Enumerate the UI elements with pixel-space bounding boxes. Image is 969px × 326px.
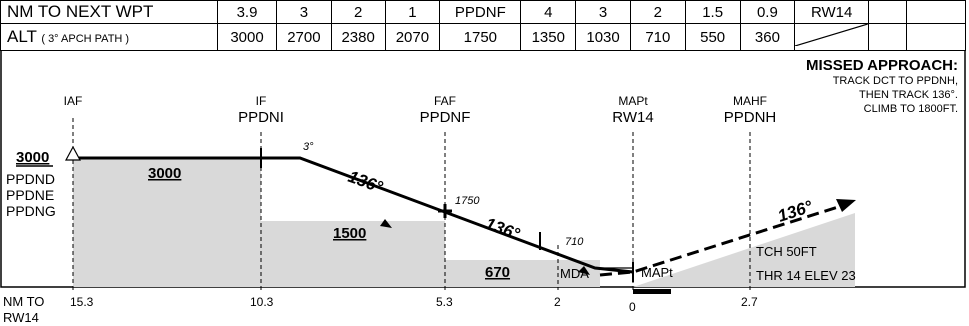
distance-cell: PPDNF xyxy=(439,0,522,24)
msa-area-1500 xyxy=(261,221,445,287)
altitude-cell: 360 xyxy=(739,23,796,51)
nm-tick-label: 2.7 xyxy=(741,295,758,309)
distance-row: NM TO NEXT WPT 3.9 3 2 1 PPDNF 4 3 2 1.5… xyxy=(0,0,967,24)
missed-approach-line: TRACK DCT TO PPDNH, xyxy=(833,75,958,87)
nm-tick-label: 0 xyxy=(629,300,636,314)
missed-approach-path xyxy=(599,205,839,277)
distance-cell: 2 xyxy=(629,0,686,24)
faf-name-label: PPDNF xyxy=(420,109,471,126)
altitude-label: ALT xyxy=(7,27,37,46)
distance-cell: 3.9 xyxy=(217,0,277,24)
nm-tick-label: 5.3 xyxy=(436,295,453,309)
track-label: 136° xyxy=(346,167,386,197)
msa-area-3000 xyxy=(73,158,261,287)
missed-approach-title: MISSED APPROACH: xyxy=(806,57,958,74)
distance-altitude-table: NM TO NEXT WPT 3.9 3 2 1 PPDNF 4 3 2 1.5… xyxy=(0,0,967,51)
distance-cell: 1.5 xyxy=(684,0,741,24)
altitude-cell: 1750 xyxy=(439,23,522,51)
distance-cell: 2 xyxy=(330,0,386,24)
approach-path xyxy=(79,156,634,274)
distance-cell: RW14 xyxy=(794,0,870,24)
nm-tick-label: 2 xyxy=(554,295,561,309)
iaf-fix-name: PPDNG xyxy=(6,203,56,219)
altitude-cell xyxy=(905,23,967,51)
segment-altitude: 1500 xyxy=(333,225,366,242)
mahf-name-label: PPDNH xyxy=(724,109,777,126)
distance-cell: 0.9 xyxy=(739,0,796,24)
distance-cell: 3 xyxy=(575,0,631,24)
threshold-elevation-label: THR 14 ELEV 23 xyxy=(756,268,856,283)
tch-label: TCH 50FT xyxy=(756,244,817,259)
track-label: 136° xyxy=(483,214,523,244)
missed-approach-line: CLIMB TO 1800FT. xyxy=(864,103,958,115)
altitude-cell: 1350 xyxy=(520,23,577,51)
nm-tick-label: 15.3 xyxy=(70,295,94,309)
missed-climb-area xyxy=(633,213,855,287)
faf-role-label: FAF xyxy=(434,94,456,108)
altitude-cell: 2070 xyxy=(384,23,441,51)
faf-altitude-label: 1750 xyxy=(455,195,480,207)
missed-approach-line: THEN TRACK 136°. xyxy=(859,89,958,101)
descent-arrow xyxy=(380,219,392,228)
glide-angle-label: 3° xyxy=(303,141,314,153)
if-name-label: PPDNI xyxy=(238,109,284,126)
diagonal-slash xyxy=(795,24,868,47)
approach-profile: IAF IF PPDNI FAF PPDNF MAPt RW14 MAHF PP… xyxy=(0,50,966,325)
distance-row-label: NM TO NEXT WPT xyxy=(0,0,219,24)
stepdown-altitude-label: 710 xyxy=(565,236,584,248)
distance-cell: 3 xyxy=(276,0,332,24)
distance-cell xyxy=(905,0,967,24)
no-altitude-cell xyxy=(794,23,870,51)
msa-area-670 xyxy=(445,260,600,287)
altitude-cell: 1030 xyxy=(575,23,631,51)
mapt-bar xyxy=(633,289,671,294)
altitude-sublabel: ( 3° APCH PATH ) xyxy=(41,33,130,45)
altitude-row-label: ALT ( 3° APCH PATH ) xyxy=(0,23,219,51)
altitude-cell: 2380 xyxy=(330,23,386,51)
altitude-cell: 3000 xyxy=(217,23,277,51)
iaf-role-label: IAF xyxy=(64,94,83,108)
faf-cross-icon xyxy=(438,204,452,218)
mapt-name-label: RW14 xyxy=(612,109,653,126)
iaf-altitude: 3000 xyxy=(16,149,49,166)
mahf-role-label: MAHF xyxy=(733,94,767,108)
altitude-cell: 710 xyxy=(629,23,686,51)
segment-altitude: 3000 xyxy=(148,165,181,182)
distance-cell xyxy=(868,0,907,24)
iaf-triangle-icon xyxy=(64,145,82,161)
missed-arrow xyxy=(836,199,856,212)
iaf-fix-name: PPDND xyxy=(6,171,55,187)
mapt-profile-label: MAPt xyxy=(641,265,673,280)
descent-arrow xyxy=(578,266,590,275)
mapt-role-label: MAPt xyxy=(618,94,648,108)
altitude-row: ALT ( 3° APCH PATH ) 3000 2700 2380 2070… xyxy=(0,23,967,51)
altitude-cell: 2700 xyxy=(276,23,332,51)
nm-axis-label: RW14 xyxy=(3,310,39,325)
segment-altitude: 670 xyxy=(485,264,510,281)
mda-label: MDA xyxy=(560,266,589,281)
nm-axis-label: NM TO xyxy=(3,294,44,309)
if-role-label: IF xyxy=(256,94,267,108)
altitude-cell xyxy=(868,23,907,51)
distance-cell: 1 xyxy=(384,0,441,24)
altitude-cell: 550 xyxy=(684,23,741,51)
iaf-fix-name: PPDNE xyxy=(6,187,54,203)
nm-tick-label: 10.3 xyxy=(250,295,274,309)
distance-cell: 4 xyxy=(520,0,577,24)
